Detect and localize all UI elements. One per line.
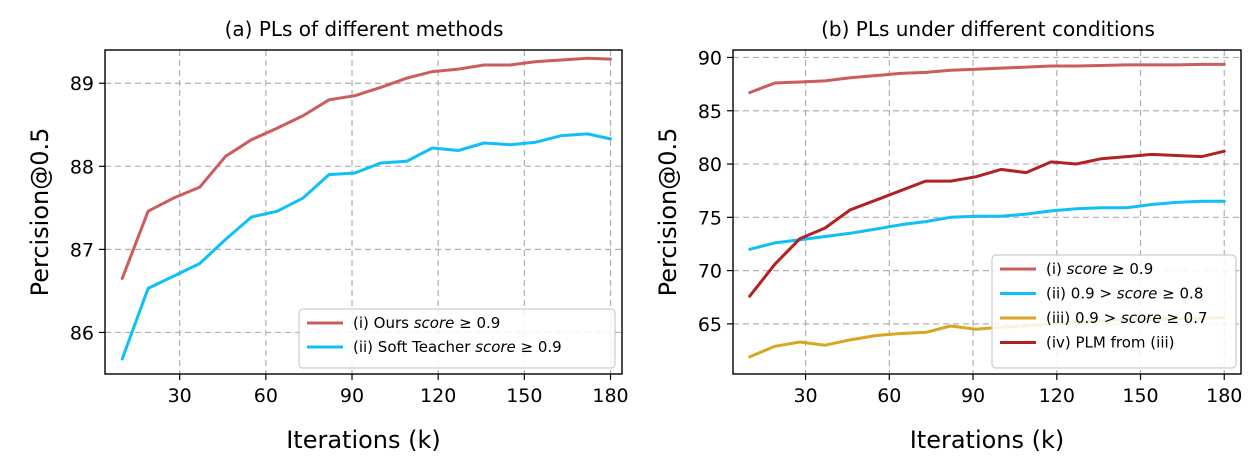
legend-text-suffix: ≥ 0.9 — [516, 338, 562, 356]
y-tick-label: 89 — [70, 73, 94, 95]
chart-panel-b: 30 60 90 120 150 180 65 70 75 80 85 90 (b) PLs under… — [654, 17, 1242, 454]
legend-box — [991, 254, 1237, 369]
legend-text-italic: score — [1112, 285, 1157, 303]
x-tick-label: 120 — [1039, 385, 1075, 407]
y-tick-label: 70 — [698, 261, 722, 283]
legend-text-suffix: ≥ 0.8 — [1157, 285, 1203, 303]
x-tick-label: 90 — [961, 385, 985, 407]
legend-text-prefix: (iii) 0.9 > — [1046, 309, 1116, 327]
y-tick-label: 65 — [698, 314, 722, 336]
x-axis-label: Iterations (k) — [910, 426, 1065, 454]
y-tick-label: 90 — [698, 47, 722, 69]
legend-text-suffix: ≥ 0.9 — [454, 314, 500, 332]
series-line-2 — [120, 132, 612, 361]
x-axis-label: Iterations (k) — [286, 426, 441, 454]
legend-text-prefix: (ii) Soft Teacher — [353, 338, 471, 356]
y-tick-label: 86 — [70, 322, 94, 344]
chart-title: (a) PLs of different methods — [225, 17, 504, 41]
legend: (i) Ours score ≥ 0.9(ii) Soft Teacher sc… — [298, 308, 616, 369]
legend-entry-2: (ii) 0.9 > score ≥ 0.8 — [1046, 285, 1203, 303]
x-tick-label: 60 — [877, 385, 901, 407]
x-tick-label: 180 — [592, 385, 628, 407]
legend-text-prefix: (i) Ours — [353, 314, 409, 332]
legend-entry-4: (iv) PLM from (iii) — [1046, 334, 1175, 352]
chart-panel-a: 30 60 90 120 150 180 86 87 88 89 (a) PLs of differ… — [26, 17, 629, 454]
y-axis-label: Percision@0.5 — [26, 128, 54, 297]
y-tick-label: 88 — [70, 156, 94, 178]
legend-text-prefix: (iv) PLM from (iii) — [1046, 334, 1175, 352]
x-tick-label: 30 — [168, 385, 192, 407]
series-line-1 — [120, 56, 612, 280]
legend-text-suffix: ≥ 0.7 — [1162, 309, 1208, 327]
legend-text-italic: score — [1062, 260, 1107, 278]
x-tick-label: 150 — [1122, 385, 1158, 407]
legend-box — [298, 308, 616, 369]
legend-text-prefix: (i) — [1046, 260, 1062, 278]
series-line-1 — [748, 62, 1226, 95]
legend-text-suffix: ≥ 0.9 — [1107, 260, 1153, 278]
x-tick-label: 150 — [506, 385, 542, 407]
y-axis-label: Percision@0.5 — [654, 128, 682, 297]
legend-entry-1: (i) Ours score ≥ 0.9 — [353, 314, 500, 332]
legend-entry-3: (iii) 0.9 > score ≥ 0.7 — [1046, 309, 1208, 327]
series-line-4 — [748, 149, 1226, 298]
legend-text-italic: score — [470, 338, 515, 356]
plot-frame — [104, 49, 623, 375]
legend-text-italic: score — [1116, 309, 1161, 327]
x-tick-label: 90 — [340, 385, 364, 407]
legend: (i) score ≥ 0.9(ii) 0.9 > score ≥ 0.8(ii… — [991, 254, 1237, 369]
legend-entry-2: (ii) Soft Teacher score ≥ 0.9 — [353, 338, 562, 356]
x-tick-label: 180 — [1206, 385, 1242, 407]
plot-frame — [732, 49, 1242, 375]
x-tick-label: 120 — [420, 385, 456, 407]
legend-entry-1: (i) score ≥ 0.9 — [1046, 260, 1153, 278]
legend-text-prefix: (ii) 0.9 > — [1046, 285, 1112, 303]
x-tick-label: 30 — [793, 385, 817, 407]
chart-title: (b) PLs under different conditions — [821, 17, 1155, 41]
y-tick-label: 80 — [698, 154, 722, 176]
y-tick-label: 85 — [698, 101, 722, 123]
y-tick-label: 75 — [698, 207, 722, 229]
x-tick-label: 60 — [254, 385, 278, 407]
legend-text-italic: score — [409, 314, 454, 332]
y-tick-label: 87 — [70, 239, 94, 261]
series-line-2 — [748, 199, 1226, 251]
